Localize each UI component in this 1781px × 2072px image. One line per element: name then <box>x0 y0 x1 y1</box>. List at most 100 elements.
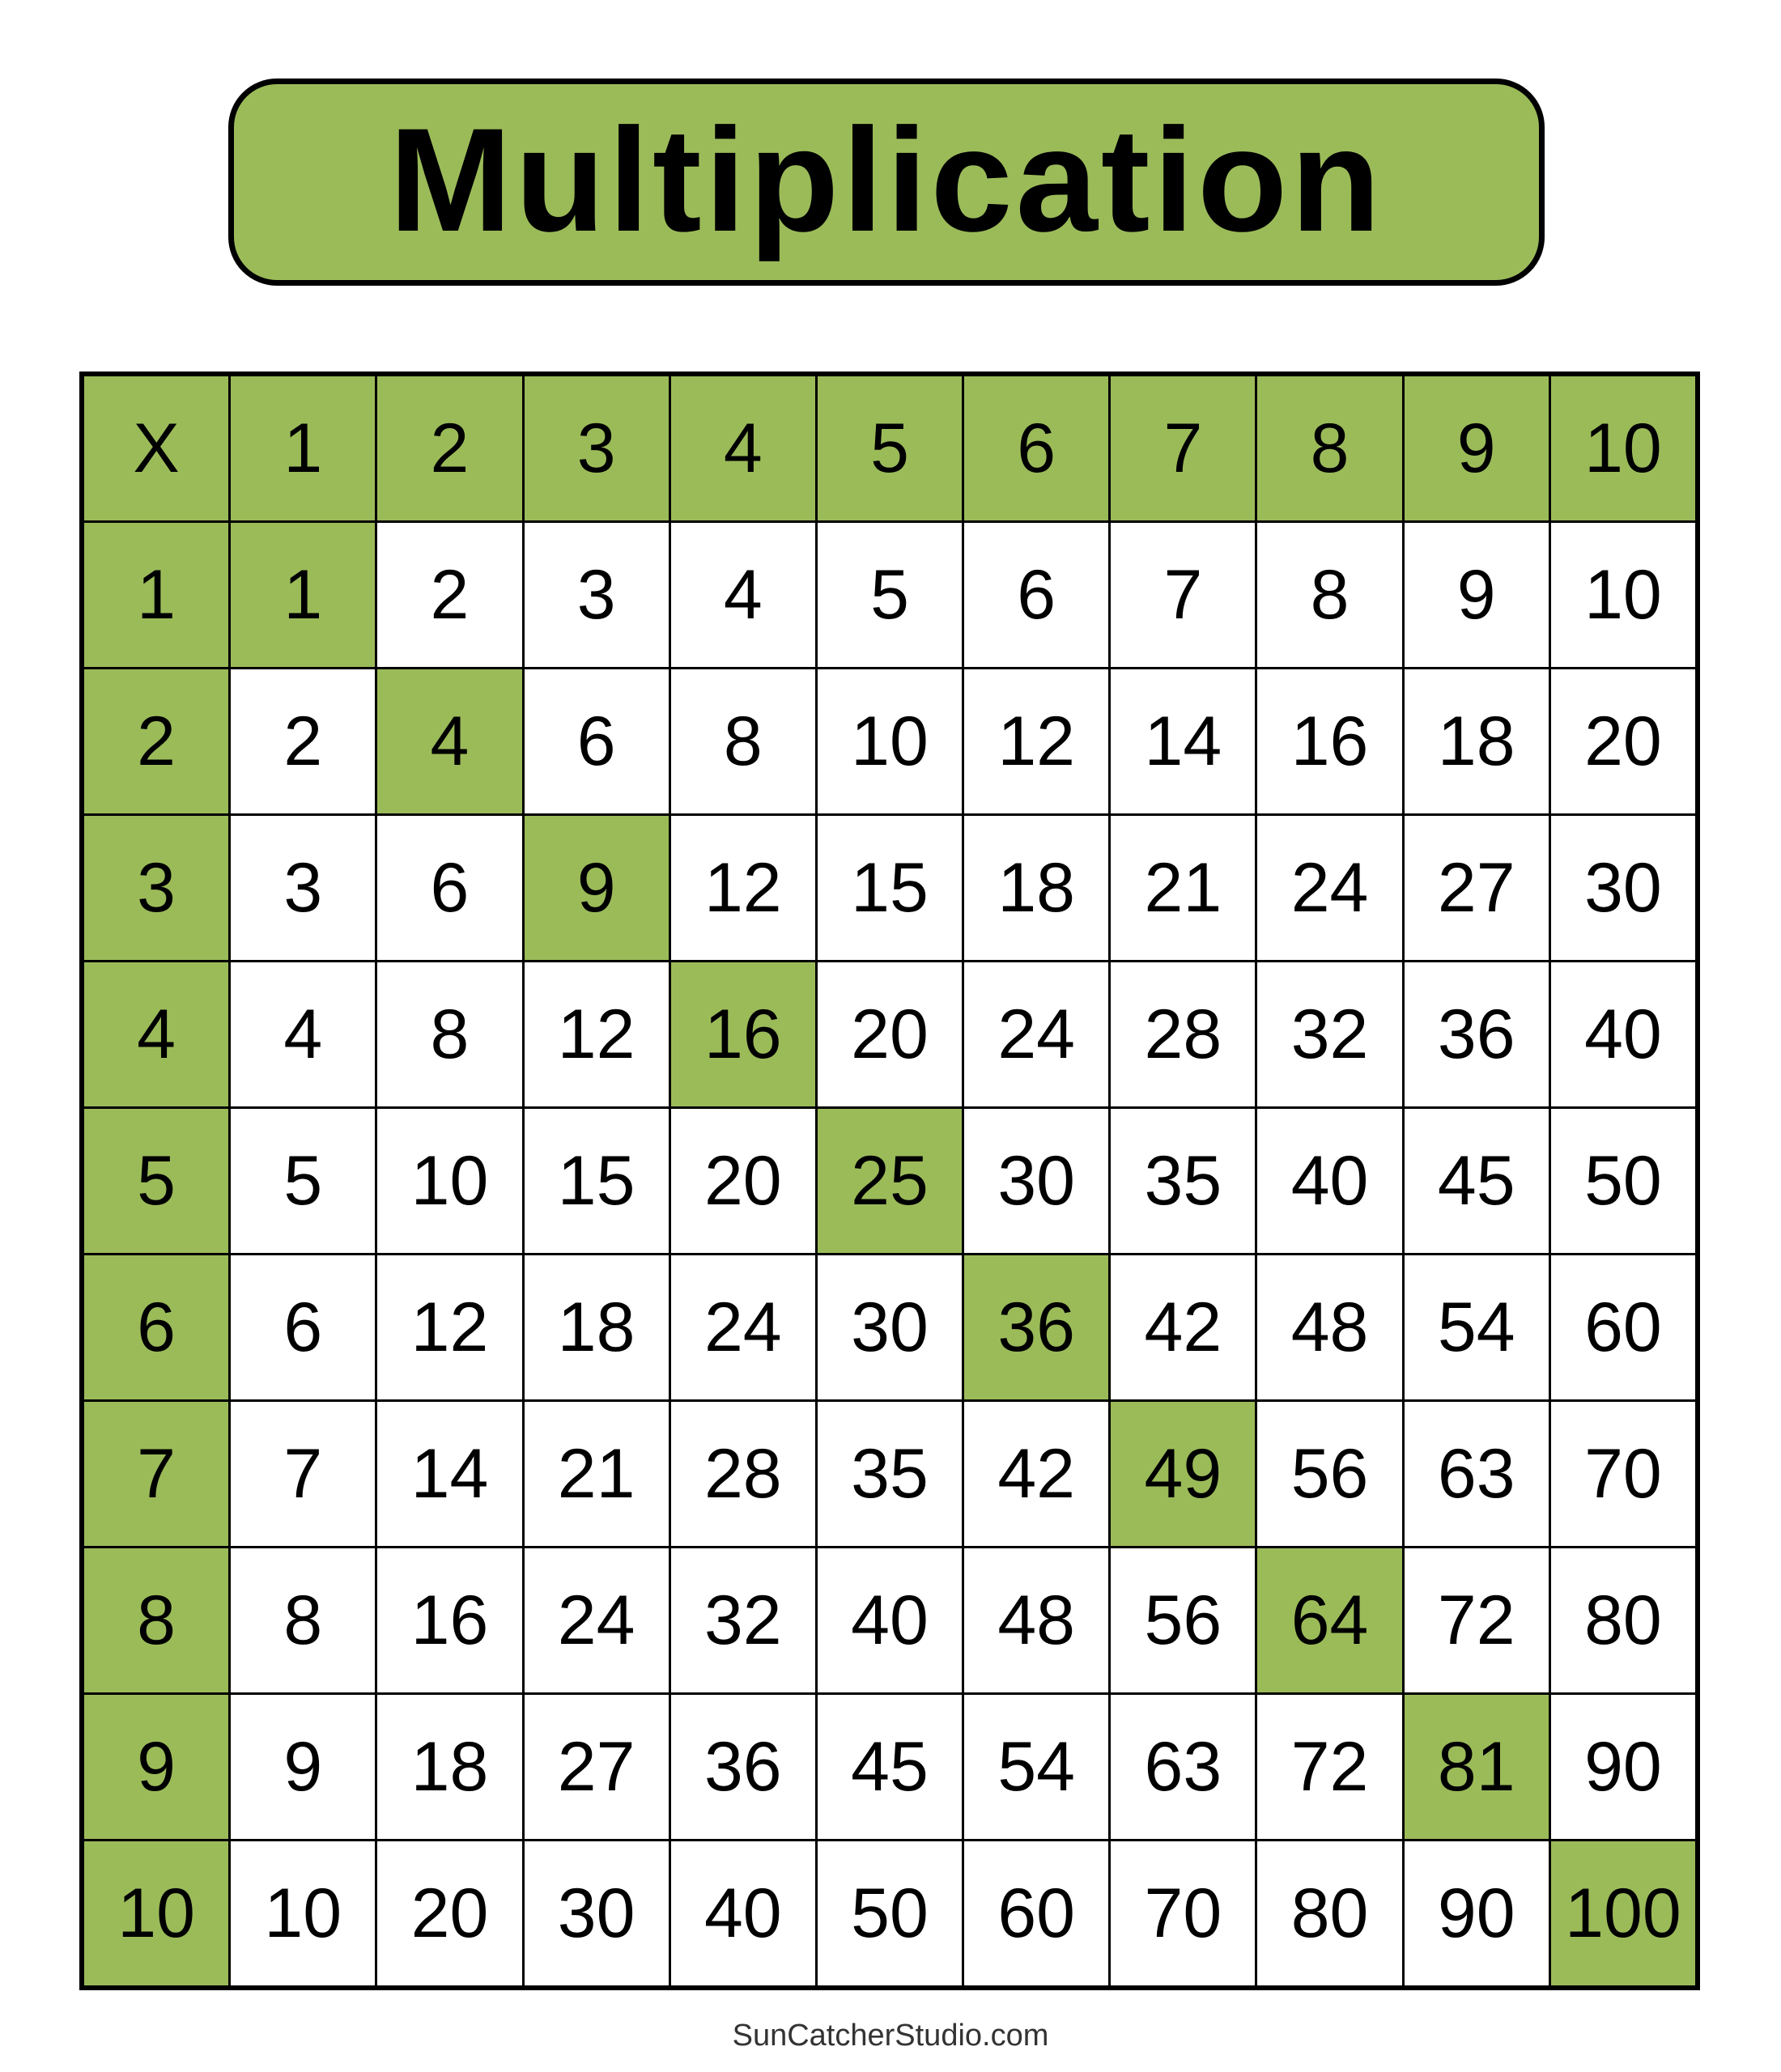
product-cell: 40 <box>1550 962 1695 1106</box>
square-cell: 25 <box>817 1109 963 1253</box>
product-cell: 40 <box>1257 1109 1402 1253</box>
product-cell: 7 <box>231 1402 376 1546</box>
product-cell: 80 <box>1257 1841 1402 1985</box>
product-cell: 50 <box>1550 1109 1695 1253</box>
product-cell: 40 <box>817 1548 963 1692</box>
column-header: 10 <box>1550 376 1695 520</box>
product-cell: 14 <box>1111 669 1256 813</box>
column-header: 7 <box>1111 376 1256 520</box>
footer-credit: SunCatcherStudio.com <box>732 2019 1049 2053</box>
product-cell: 6 <box>377 816 522 960</box>
product-cell: 30 <box>524 1841 669 1985</box>
product-cell: 28 <box>670 1402 815 1546</box>
product-cell: 60 <box>964 1841 1109 1985</box>
product-cell: 6 <box>231 1255 376 1399</box>
product-cell: 8 <box>670 669 815 813</box>
page-title: Multiplication <box>389 97 1384 262</box>
product-cell: 20 <box>1550 669 1695 813</box>
product-cell: 80 <box>1550 1548 1695 1692</box>
product-cell: 48 <box>1257 1255 1402 1399</box>
product-cell: 32 <box>1257 962 1402 1106</box>
product-cell: 2 <box>377 523 522 667</box>
product-cell: 27 <box>524 1695 669 1839</box>
product-cell: 54 <box>1404 1255 1549 1399</box>
product-cell: 8 <box>377 962 522 1106</box>
square-cell: 36 <box>964 1255 1109 1399</box>
product-cell: 8 <box>231 1548 376 1692</box>
product-cell: 18 <box>964 816 1109 960</box>
row-header: 6 <box>84 1255 229 1399</box>
product-cell: 20 <box>670 1109 815 1253</box>
product-cell: 9 <box>1404 523 1549 667</box>
product-cell: 56 <box>1111 1548 1256 1692</box>
product-cell: 12 <box>524 962 669 1106</box>
row-header: 1 <box>84 523 229 667</box>
product-cell: 8 <box>1257 523 1402 667</box>
product-cell: 24 <box>524 1548 669 1692</box>
product-cell: 7 <box>1111 523 1256 667</box>
multiplication-table: X 1 2 3 4 5 6 7 8 9 10 1 1 2 3 4 5 6 7 8 9 10 2 2 4 6 8 10 12 14 16 18 2… <box>79 372 1700 1990</box>
product-cell: 90 <box>1550 1695 1695 1839</box>
product-cell: 90 <box>1404 1841 1549 1985</box>
product-cell: 10 <box>1550 523 1695 667</box>
column-header: 6 <box>964 376 1109 520</box>
product-cell: 35 <box>1111 1109 1256 1253</box>
square-cell: 100 <box>1550 1841 1695 1985</box>
square-cell: 9 <box>524 816 669 960</box>
corner-cell: X <box>84 376 229 520</box>
product-cell: 60 <box>1550 1255 1695 1399</box>
product-cell: 6 <box>524 669 669 813</box>
row-header: 9 <box>84 1695 229 1839</box>
column-header: 4 <box>670 376 815 520</box>
product-cell: 18 <box>524 1255 669 1399</box>
product-cell: 3 <box>231 816 376 960</box>
title-banner: Multiplication <box>228 79 1545 286</box>
product-cell: 9 <box>231 1695 376 1839</box>
row-header: 10 <box>84 1841 229 1985</box>
product-cell: 32 <box>670 1548 815 1692</box>
product-cell: 70 <box>1111 1841 1256 1985</box>
product-cell: 63 <box>1111 1695 1256 1839</box>
square-cell: 4 <box>377 669 522 813</box>
product-cell: 28 <box>1111 962 1256 1106</box>
product-cell: 70 <box>1550 1402 1695 1546</box>
product-cell: 21 <box>524 1402 669 1546</box>
row-header: 5 <box>84 1109 229 1253</box>
product-cell: 54 <box>964 1695 1109 1839</box>
product-cell: 30 <box>1550 816 1695 960</box>
product-cell: 20 <box>377 1841 522 1985</box>
product-cell: 27 <box>1404 816 1549 960</box>
product-cell: 10 <box>817 669 963 813</box>
product-cell: 12 <box>964 669 1109 813</box>
row-header: 4 <box>84 962 229 1106</box>
product-cell: 30 <box>817 1255 963 1399</box>
product-cell: 3 <box>524 523 669 667</box>
product-cell: 16 <box>1257 669 1402 813</box>
product-cell: 36 <box>670 1695 815 1839</box>
product-cell: 45 <box>817 1695 963 1839</box>
column-header: 8 <box>1257 376 1402 520</box>
product-cell: 36 <box>1404 962 1549 1106</box>
product-cell: 15 <box>817 816 963 960</box>
product-cell: 72 <box>1257 1695 1402 1839</box>
product-cell: 40 <box>670 1841 815 1985</box>
product-cell: 4 <box>231 962 376 1106</box>
product-cell: 42 <box>1111 1255 1256 1399</box>
product-cell: 5 <box>817 523 963 667</box>
square-cell: 81 <box>1404 1695 1549 1839</box>
row-header: 3 <box>84 816 229 960</box>
product-cell: 35 <box>817 1402 963 1546</box>
square-cell: 1 <box>231 523 376 667</box>
square-cell: 49 <box>1111 1402 1256 1546</box>
product-cell: 72 <box>1404 1548 1549 1692</box>
product-cell: 30 <box>964 1109 1109 1253</box>
product-cell: 16 <box>377 1548 522 1692</box>
column-header: 1 <box>231 376 376 520</box>
column-header: 3 <box>524 376 669 520</box>
product-cell: 14 <box>377 1402 522 1546</box>
product-cell: 63 <box>1404 1402 1549 1546</box>
product-cell: 12 <box>670 816 815 960</box>
product-cell: 18 <box>377 1695 522 1839</box>
product-cell: 18 <box>1404 669 1549 813</box>
product-cell: 6 <box>964 523 1109 667</box>
